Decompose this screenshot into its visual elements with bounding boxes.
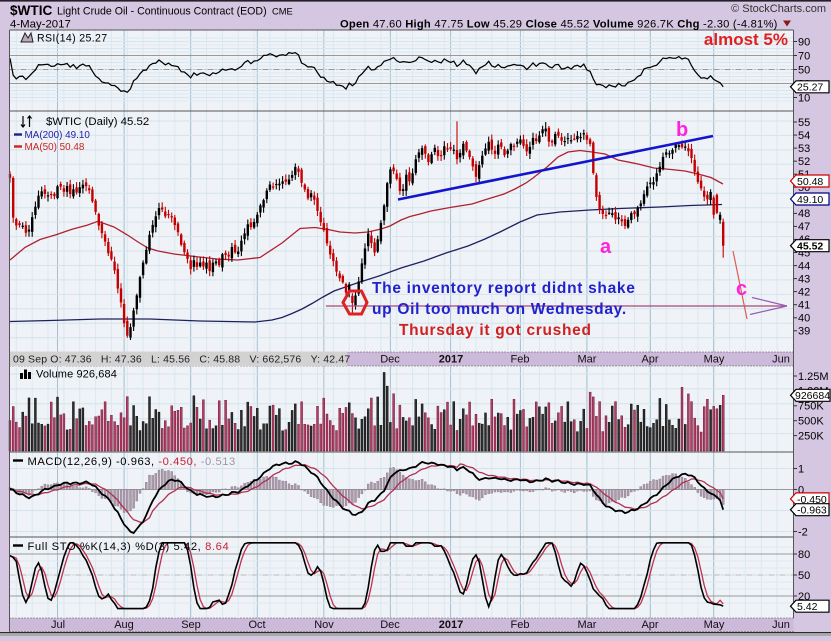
svg-text:Jun: Jun: [772, 354, 790, 366]
svg-text:5.42: 5.42: [797, 601, 818, 613]
svg-text:50.48: 50.48: [797, 176, 823, 188]
svg-text:0: 0: [798, 484, 804, 496]
svg-text:CME: CME: [272, 6, 293, 16]
svg-text:a: a: [600, 236, 612, 258]
svg-text:May: May: [704, 619, 725, 631]
svg-text:39: 39: [798, 326, 810, 338]
svg-text:up Oil too much on Wednesday.: up Oil too much on Wednesday.: [372, 301, 627, 318]
svg-text:50: 50: [798, 570, 810, 582]
svg-text:-2: -2: [798, 526, 808, 538]
svg-text:c: c: [736, 278, 747, 300]
svg-text:44: 44: [798, 260, 810, 272]
svg-text:Dec: Dec: [380, 619, 400, 631]
svg-text:10: 10: [798, 92, 810, 104]
svg-text:Feb: Feb: [511, 354, 530, 366]
svg-text:Light Crude Oil - Continuous C: Light Crude Oil - Continuous Contract (E…: [57, 5, 267, 17]
svg-text:43: 43: [798, 273, 810, 285]
svg-text:2017: 2017: [439, 354, 463, 366]
svg-text:-0.963: -0.963: [797, 505, 827, 517]
svg-text:Nov: Nov: [314, 619, 334, 631]
svg-text:Oct: Oct: [248, 619, 265, 631]
svg-text:Volume 926,684: Volume 926,684: [36, 369, 117, 381]
svg-text:Jul: Jul: [51, 619, 65, 631]
svg-text:48: 48: [798, 208, 810, 220]
svg-text:09 Sep O: 47.36 H: 47.36 L: 09 Sep O: 47.36 H: 47.36 L: 45.56 C: 45.…: [13, 354, 350, 366]
svg-text:Mar: Mar: [578, 354, 597, 366]
svg-text:Aug: Aug: [114, 619, 134, 631]
svg-text:926684: 926684: [795, 390, 830, 402]
svg-text:40: 40: [798, 313, 810, 325]
svg-text:Apr: Apr: [641, 619, 658, 631]
svg-text:250K: 250K: [798, 430, 824, 442]
svg-text:Mar: Mar: [578, 619, 597, 631]
svg-text:53: 53: [798, 143, 810, 155]
svg-text:1.25M: 1.25M: [798, 371, 829, 383]
svg-text:© StockCharts.com: © StockCharts.com: [731, 3, 826, 15]
svg-text:4-May-2017: 4-May-2017: [10, 18, 71, 30]
svg-text:Open 47.60 High 47.75 Low 45.2: Open 47.60 High 47.75 Low 45.29 Close 45…: [340, 18, 778, 30]
svg-text:Jun: Jun: [772, 619, 790, 631]
svg-text:Dec: Dec: [380, 354, 400, 366]
svg-text:Apr: Apr: [641, 354, 658, 366]
svg-text:Sep: Sep: [181, 619, 201, 631]
svg-text:70: 70: [798, 50, 810, 62]
svg-text:42: 42: [798, 286, 810, 298]
svg-text:25.27: 25.27: [797, 82, 823, 94]
svg-text:2017: 2017: [439, 619, 463, 631]
svg-text:750K: 750K: [798, 401, 824, 413]
svg-text:The inventory report didnt sha: The inventory report didnt shake: [372, 280, 636, 297]
svg-text:-0.450: -0.450: [797, 494, 827, 506]
svg-text:$WTIC (Daily) 45.52: $WTIC (Daily) 45.52: [46, 116, 149, 128]
svg-text:MACD(12,26,9) -0.963, -0.450,: MACD(12,26,9) -0.963, -0.450, -0.513: [28, 456, 236, 468]
svg-text:Thursday it got crushed: Thursday it got crushed: [399, 322, 592, 339]
svg-text:$WTIC: $WTIC: [10, 3, 52, 18]
svg-text:MA(200) 49.10: MA(200) 49.10: [25, 130, 91, 141]
svg-text:Full STO %K(14,3) %D(3) 5.42,: Full STO %K(14,3) %D(3) 5.42, 8.64: [28, 541, 230, 553]
svg-text:45.52: 45.52: [797, 241, 823, 253]
svg-text:41: 41: [798, 300, 810, 312]
svg-text:52: 52: [798, 156, 810, 168]
svg-text:MA(50) 50.48: MA(50) 50.48: [25, 142, 85, 153]
svg-text:55: 55: [798, 117, 810, 129]
svg-text:b: b: [676, 119, 688, 141]
svg-text:500K: 500K: [798, 416, 824, 428]
svg-text:almost 5%: almost 5%: [704, 30, 788, 49]
svg-text:May: May: [704, 354, 725, 366]
svg-text:90: 90: [798, 36, 810, 48]
svg-text:Feb: Feb: [511, 619, 530, 631]
svg-text:RSI(14) 25.27: RSI(14) 25.27: [37, 33, 108, 45]
svg-text:47: 47: [798, 221, 810, 233]
svg-text:1: 1: [798, 463, 804, 475]
svg-text:49.10: 49.10: [797, 194, 823, 206]
svg-text:50: 50: [798, 64, 810, 76]
svg-text:54: 54: [798, 130, 810, 142]
svg-text:80: 80: [798, 549, 810, 561]
